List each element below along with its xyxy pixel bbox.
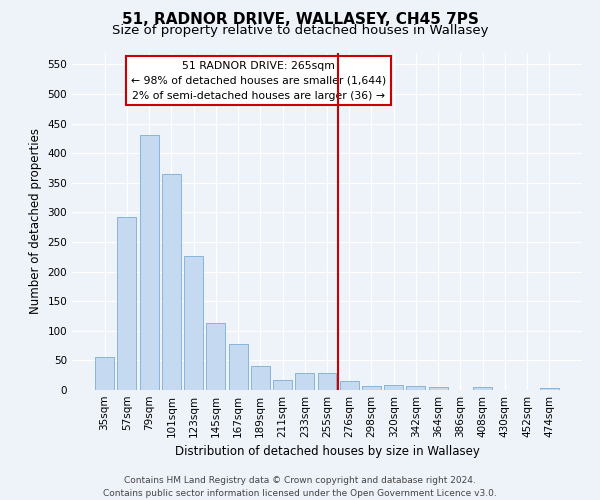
Bar <box>540 388 559 390</box>
Text: Contains HM Land Registry data © Crown copyright and database right 2024.
Contai: Contains HM Land Registry data © Crown c… <box>103 476 497 498</box>
X-axis label: Distribution of detached houses by size in Wallasey: Distribution of detached houses by size … <box>175 446 479 458</box>
Bar <box>251 366 270 390</box>
Bar <box>162 174 181 390</box>
Text: 51 RADNOR DRIVE: 265sqm
← 98% of detached houses are smaller (1,644)
2% of semi-: 51 RADNOR DRIVE: 265sqm ← 98% of detache… <box>131 61 386 100</box>
Bar <box>317 374 337 390</box>
Bar <box>118 216 136 390</box>
Bar <box>384 384 403 390</box>
Bar <box>340 380 359 390</box>
Bar <box>229 344 248 390</box>
Bar <box>95 358 114 390</box>
Bar <box>184 256 203 390</box>
Bar <box>362 386 381 390</box>
Bar <box>140 136 158 390</box>
Bar <box>295 374 314 390</box>
Y-axis label: Number of detached properties: Number of detached properties <box>29 128 42 314</box>
Text: Size of property relative to detached houses in Wallasey: Size of property relative to detached ho… <box>112 24 488 37</box>
Bar <box>473 387 492 390</box>
Bar <box>273 380 292 390</box>
Text: 51, RADNOR DRIVE, WALLASEY, CH45 7PS: 51, RADNOR DRIVE, WALLASEY, CH45 7PS <box>122 12 478 28</box>
Bar <box>406 386 425 390</box>
Bar <box>206 323 225 390</box>
Bar <box>429 387 448 390</box>
